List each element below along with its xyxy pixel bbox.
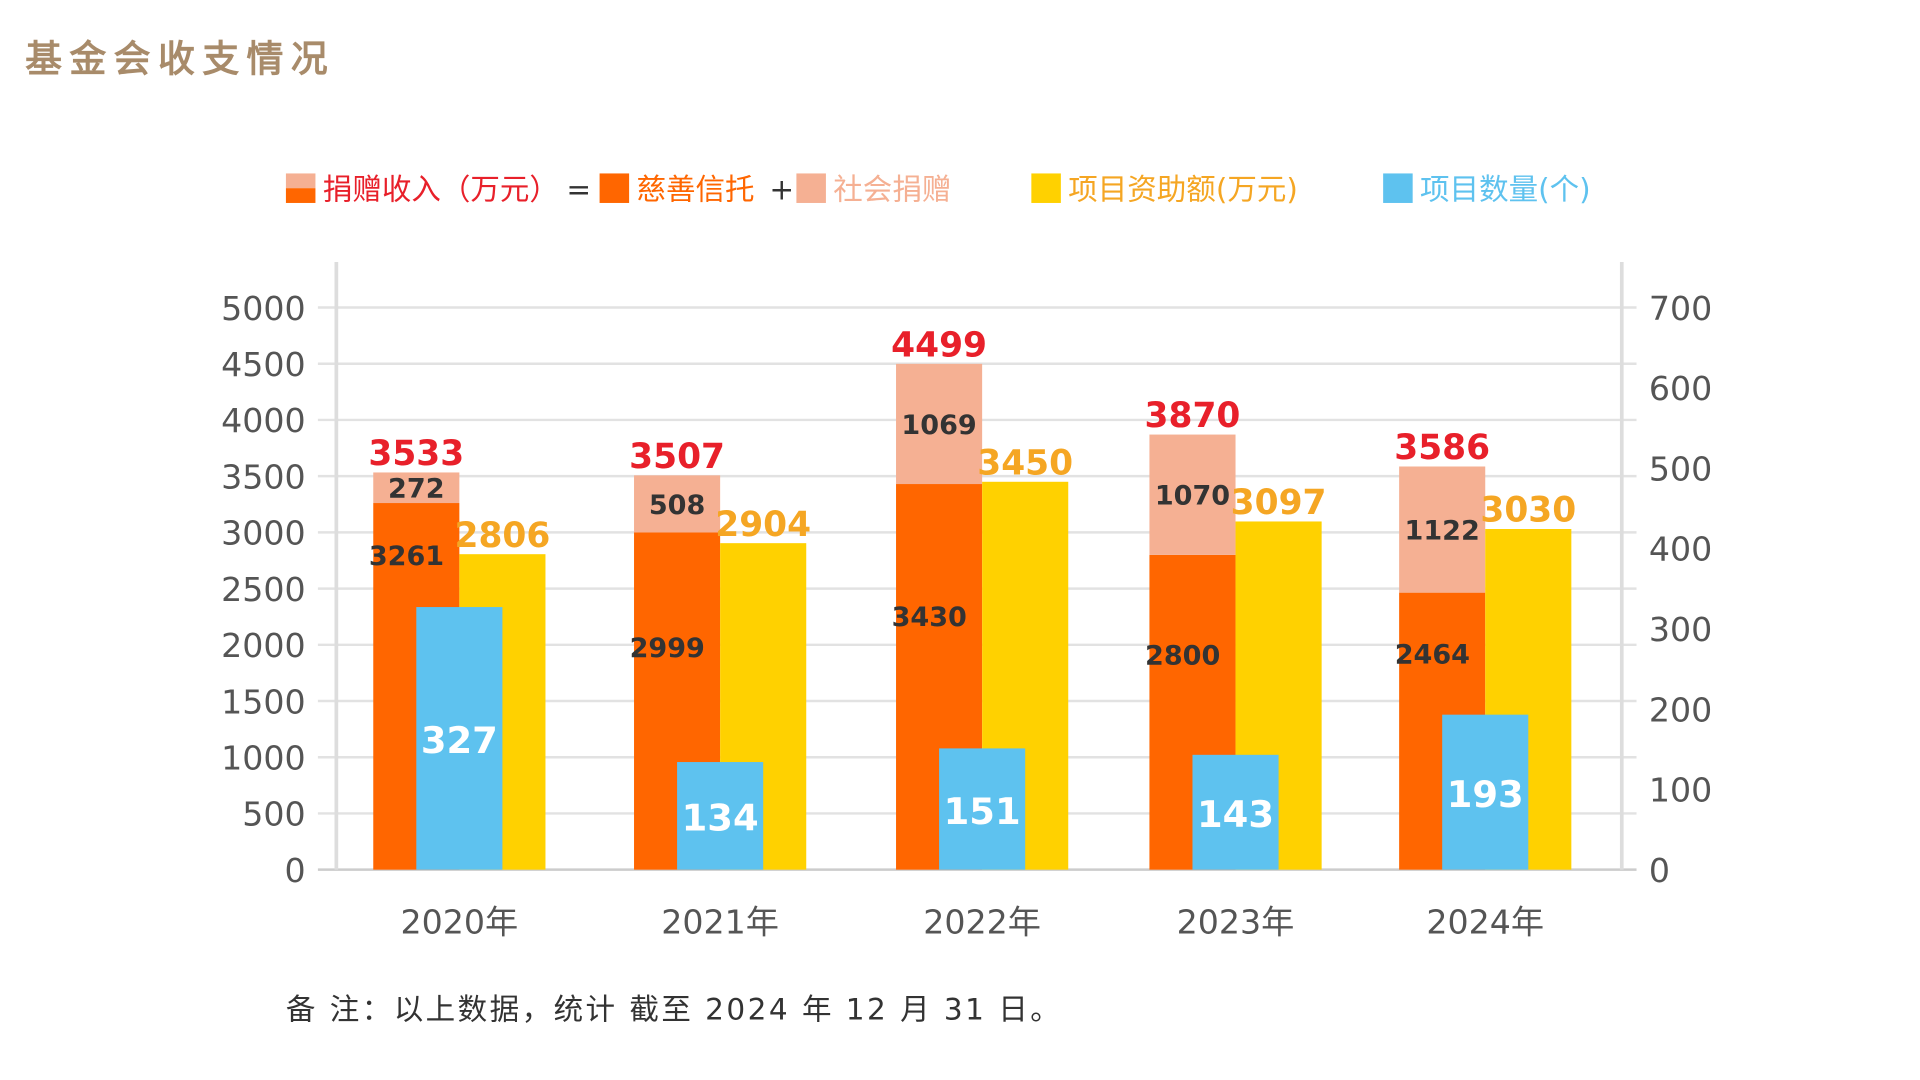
legend-eq: = [566, 172, 591, 206]
left-tick-label: 3500 [221, 457, 306, 496]
x-tick-label: 2024年 [1426, 903, 1544, 942]
bar-social [634, 475, 721, 533]
bar-count [939, 748, 1026, 870]
label-trust: 2464 [1395, 639, 1470, 670]
label-grant: 3030 [1480, 491, 1576, 531]
label-grant: 2904 [715, 505, 811, 545]
legend-swatch-trust [599, 173, 630, 203]
bar-social [1149, 434, 1236, 555]
label-grant: 2806 [454, 516, 550, 556]
label-social: 1070 [1155, 481, 1230, 512]
legend-social: 社会捐赠 [833, 172, 951, 206]
left-tick-label: 1000 [221, 739, 306, 778]
bar-social [373, 472, 460, 504]
right-tick-label: 100 [1649, 771, 1712, 810]
legend-income: 捐赠收入（万元） [323, 172, 559, 206]
right-tick-label: 600 [1649, 369, 1712, 408]
legend-swatch-income-top [285, 173, 316, 189]
axes: 0500100015002000250030003500400045005000… [221, 262, 1712, 942]
label-grant: 3097 [1231, 483, 1327, 523]
legend-swatch-count [1383, 173, 1413, 203]
left-tick-label: 2500 [221, 570, 306, 609]
label-grant: 3450 [977, 443, 1073, 483]
right-tick-label: 200 [1649, 690, 1712, 729]
label-count: 143 [1197, 793, 1274, 836]
legend-count: 项目数量(个) [1420, 172, 1591, 206]
label-social: 1122 [1405, 515, 1480, 546]
label-total: 3586 [1394, 428, 1490, 468]
label-total: 3533 [368, 434, 464, 474]
bar-count [416, 607, 503, 870]
right-tick-label: 500 [1649, 449, 1712, 488]
label-total: 3870 [1145, 396, 1241, 436]
legend-swatch-grant [1031, 173, 1061, 203]
right-tick-label: 300 [1649, 610, 1712, 649]
left-tick-label: 2000 [221, 626, 306, 665]
label-count: 151 [944, 790, 1021, 833]
label-total: 4499 [891, 325, 987, 365]
left-tick-label: 1500 [221, 682, 306, 721]
x-tick-label: 2023年 [1177, 903, 1295, 942]
label-trust: 2999 [630, 633, 705, 664]
bar-count [1442, 714, 1529, 870]
left-tick-label: 5000 [221, 289, 306, 328]
bar-count [1192, 754, 1279, 870]
label-count: 327 [421, 719, 498, 762]
label-social: 272 [388, 474, 444, 505]
footnote: 备 注：以上数据，统计 截至 2024 年 12 月 31 日。 [286, 993, 1062, 1027]
label-count: 193 [1447, 773, 1524, 816]
label-trust: 3430 [892, 602, 967, 633]
left-tick-label: 500 [242, 795, 305, 834]
x-tick-label: 2022年 [923, 903, 1041, 942]
legend-swatch-income-bottom [285, 188, 316, 203]
legend: 捐赠收入（万元） = 慈善信托 + 社会捐赠 项目资助额(万元) 项目数量(个) [285, 172, 1591, 206]
left-tick-label: 4500 [221, 345, 306, 384]
bars [373, 363, 1572, 870]
bar-social [896, 363, 983, 485]
bar-count [677, 762, 764, 870]
right-tick-label: 400 [1649, 530, 1712, 569]
x-tick-label: 2021年 [661, 903, 779, 942]
bar-social [1399, 466, 1486, 593]
label-count: 134 [682, 797, 759, 840]
right-tick-label: 700 [1649, 289, 1712, 328]
label-trust: 2800 [1145, 641, 1220, 672]
x-tick-label: 2020年 [401, 903, 519, 942]
right-tick-label: 0 [1649, 851, 1670, 890]
legend-swatch-social [796, 173, 826, 203]
left-tick-label: 3000 [221, 514, 306, 553]
label-social: 508 [649, 490, 705, 521]
label-social: 1069 [901, 410, 976, 441]
left-tick-label: 4000 [221, 401, 306, 440]
chart-title: 基金会收支情况 [25, 37, 335, 80]
left-tick-label: 0 [284, 851, 305, 890]
legend-grant: 项目资助额(万元) [1068, 172, 1298, 206]
legend-trust: 慈善信托 [636, 172, 754, 206]
label-total: 3507 [629, 437, 725, 477]
label-trust: 3261 [369, 541, 444, 572]
legend-plus: + [769, 172, 794, 206]
